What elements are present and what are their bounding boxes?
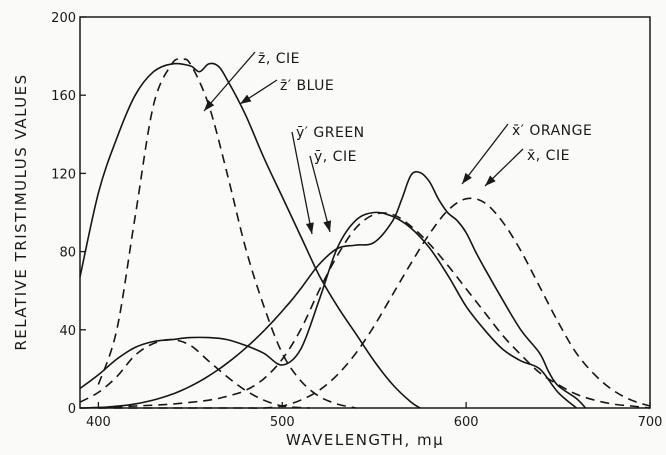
label-pointer-arrowhead: [485, 175, 496, 186]
label-xbar-orange: x̄′ ORANGE: [512, 123, 592, 139]
x-tick-label: 600: [454, 415, 479, 430]
series-line-3-y-green: [79, 211, 578, 409]
label-ybar-cie: ȳ, CIE: [314, 149, 357, 165]
axis-ticks: 400 500 600 700 0 40 80 120 160 200: [51, 11, 662, 430]
y-tick-label: 40: [59, 324, 76, 339]
x-axis-label: WAVELENGTH, mμ: [286, 431, 444, 449]
curve-annotations: [203, 51, 524, 235]
y-tick-label: 120: [51, 167, 76, 182]
label-pointer-line: [291, 131, 313, 235]
label-pointer-line: [461, 123, 509, 185]
x-tick-label: 700: [638, 415, 663, 430]
y-axis-label: RELATIVE TRISTIMULUS VALUES: [12, 73, 30, 350]
series-line-1-z-cie: [97, 58, 356, 409]
y-tick-label: 200: [51, 11, 76, 26]
x-tick-label: 500: [270, 415, 295, 430]
y-tick-label: 0: [68, 402, 76, 417]
label-pointer-arrowhead: [204, 100, 215, 111]
series-line-4-y-cie: [98, 212, 651, 409]
y-tick-label: 80: [59, 246, 76, 261]
label-zbar-cie: z̄, CIE: [258, 51, 300, 67]
x-tick-label: 400: [86, 415, 111, 430]
label-pointer-arrowhead: [305, 222, 314, 234]
label-pointer-arrowhead: [462, 172, 472, 184]
y-tick-label: 160: [51, 89, 76, 104]
series-line-5-x-orange: [79, 170, 587, 409]
series-line-7-unlabeled: [79, 338, 310, 409]
series-line-2-z-blue: [79, 62, 421, 409]
label-ybar-green: ȳ′ GREEN: [296, 125, 365, 141]
label-xbar-cie: x̄, CIE: [527, 148, 570, 164]
curves: [79, 58, 651, 409]
label-pointer-arrowhead: [323, 220, 332, 232]
label-pointer-line: [309, 155, 331, 233]
plot-area: 400 500 600 700 0 40 80 120 160 200: [51, 11, 662, 430]
plot-frame: [79, 16, 651, 409]
label-pointer-arrowhead: [240, 94, 252, 104]
label-zbar-blue: z̄′ BLUE: [280, 78, 334, 94]
label-pointer-line: [203, 51, 256, 112]
series-line-6-x-cie: [98, 197, 651, 409]
